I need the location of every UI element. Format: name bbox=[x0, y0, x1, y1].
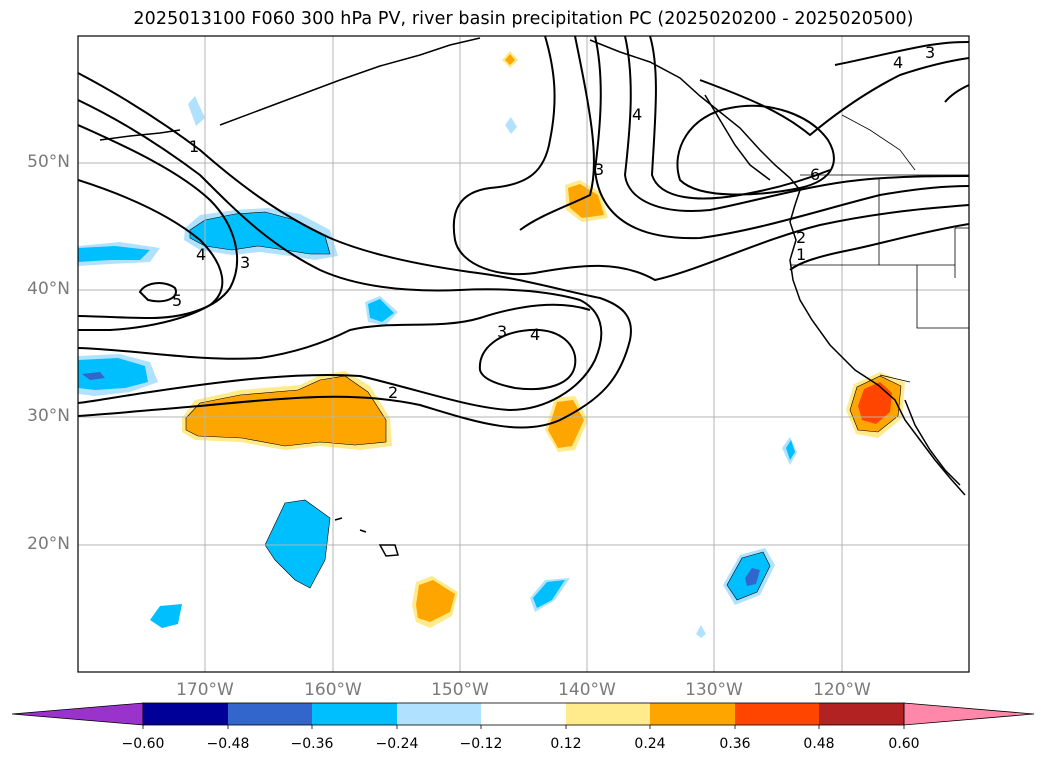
colorbar-bin bbox=[650, 703, 735, 725]
lat-tick-label: 30°N bbox=[27, 406, 70, 426]
colorbar-tick-label: −0.36 bbox=[290, 736, 334, 752]
colorbar-tick-label: 0.48 bbox=[803, 736, 835, 752]
contour-label: 4 bbox=[632, 105, 642, 124]
colorbar-bin bbox=[481, 703, 566, 725]
contour-label: 3 bbox=[594, 160, 604, 179]
lon-tick-label: 170°W bbox=[176, 680, 234, 700]
pv-contours bbox=[78, 36, 969, 429]
colorbar-extend-max bbox=[903, 702, 1035, 726]
lon-tick-label: 160°W bbox=[304, 680, 362, 700]
colorbar-tick-label: 0.60 bbox=[888, 736, 920, 752]
negative-anomaly-shading bbox=[78, 96, 797, 638]
colorbar-tick-label: −0.12 bbox=[459, 736, 503, 752]
contour-label: 4 bbox=[893, 53, 903, 72]
colorbar-tick-label: 0.12 bbox=[550, 736, 582, 752]
colorbar-bin bbox=[566, 703, 650, 725]
contour-label: 4 bbox=[530, 325, 540, 344]
colorbar-bin bbox=[397, 703, 481, 725]
colorbar-tick-label: −0.60 bbox=[121, 736, 165, 752]
lon-tick-label: 130°W bbox=[685, 680, 743, 700]
contour-label: 2 bbox=[388, 383, 398, 402]
colorbar-tick-label: 0.24 bbox=[634, 736, 666, 752]
colorbar-bin bbox=[143, 703, 228, 725]
contour-label: 2 bbox=[796, 228, 806, 247]
map-frame bbox=[77, 35, 970, 673]
contour-label: 3 bbox=[497, 322, 507, 341]
contour-label: 5 bbox=[172, 291, 182, 310]
colorbar-frame bbox=[142, 702, 905, 726]
contour-label: 6 bbox=[810, 165, 820, 184]
positive-anomaly-shading bbox=[182, 51, 905, 628]
lon-tick-label: 120°W bbox=[813, 680, 871, 700]
map-plot-area: 1 1 2 2 3 3 3 3 4 4 4 4 5 6 bbox=[78, 36, 969, 672]
lat-tick-label: 40°N bbox=[27, 279, 70, 299]
political-borders bbox=[790, 114, 969, 383]
colorbar-tick-label: 0.36 bbox=[719, 736, 751, 752]
lon-tick-label: 140°W bbox=[558, 680, 616, 700]
colorbar-bin bbox=[819, 703, 904, 725]
graticule bbox=[78, 36, 969, 672]
contour-label: 1 bbox=[189, 137, 199, 156]
contour-labels: 1 1 2 2 3 3 3 3 4 4 4 4 5 6 bbox=[172, 43, 935, 402]
colorbar-tick-label: −0.24 bbox=[375, 736, 419, 752]
lat-tick-label: 50°N bbox=[27, 152, 70, 172]
colorbar-bin bbox=[228, 703, 312, 725]
contour-label: 3 bbox=[925, 43, 935, 62]
lon-tick-label: 150°W bbox=[431, 680, 489, 700]
contour-label: 1 bbox=[796, 245, 806, 264]
lat-tick-label: 20°N bbox=[27, 534, 70, 554]
colorbar-tick-label: −0.48 bbox=[206, 736, 250, 752]
map-title: 2025013100 F060 300 hPa PV, river basin … bbox=[133, 9, 914, 29]
contour-label: 4 bbox=[196, 245, 206, 264]
colorbar-bin bbox=[735, 703, 819, 725]
colorbar-extend-min bbox=[11, 702, 144, 726]
contour-label: 3 bbox=[240, 253, 250, 272]
colorbar-bin bbox=[312, 703, 397, 725]
colorbar bbox=[11, 702, 1035, 729]
